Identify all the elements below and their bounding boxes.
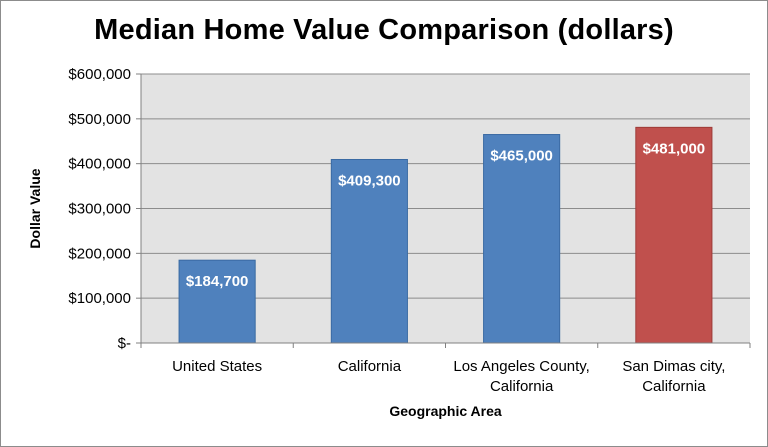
- y-tick-label: $400,000: [68, 156, 131, 173]
- y-axis-title: Dollar Value: [27, 168, 43, 248]
- bar: [483, 134, 561, 344]
- x-tick-label: Los Angeles County, California: [453, 358, 589, 395]
- bar: [635, 126, 713, 344]
- y-tick-label: $200,000: [68, 245, 131, 262]
- x-tick-label: California: [338, 358, 402, 375]
- data-label: $481,000: [643, 140, 706, 157]
- data-label: $184,700: [186, 273, 249, 290]
- data-label: $465,000: [490, 148, 553, 165]
- y-tick-label: $600,000: [68, 66, 131, 83]
- bars: $184,700 $409,300 $465,000 $481,000: [178, 126, 713, 344]
- y-tick-label: $-: [118, 335, 131, 352]
- bar: [178, 259, 256, 344]
- x-axis-title: Geographic Area: [389, 403, 502, 419]
- chart-title: Median Home Value Comparison (dollars): [94, 14, 674, 46]
- data-label: $409,300: [338, 172, 401, 189]
- x-tick-label: United States: [172, 358, 262, 375]
- y-tick-label: $100,000: [68, 290, 131, 307]
- bar: [330, 158, 408, 344]
- y-axis-ticks: $- $100,000 $200,000 $300,000 $400,000 $500,0…: [68, 66, 141, 352]
- x-axis-labels: United States California Los Angeles Count…: [140, 343, 751, 395]
- y-tick-label: $500,000: [68, 111, 131, 128]
- x-tick-label: San Dimas city, California: [622, 358, 725, 395]
- y-tick-label: $300,000: [68, 201, 131, 218]
